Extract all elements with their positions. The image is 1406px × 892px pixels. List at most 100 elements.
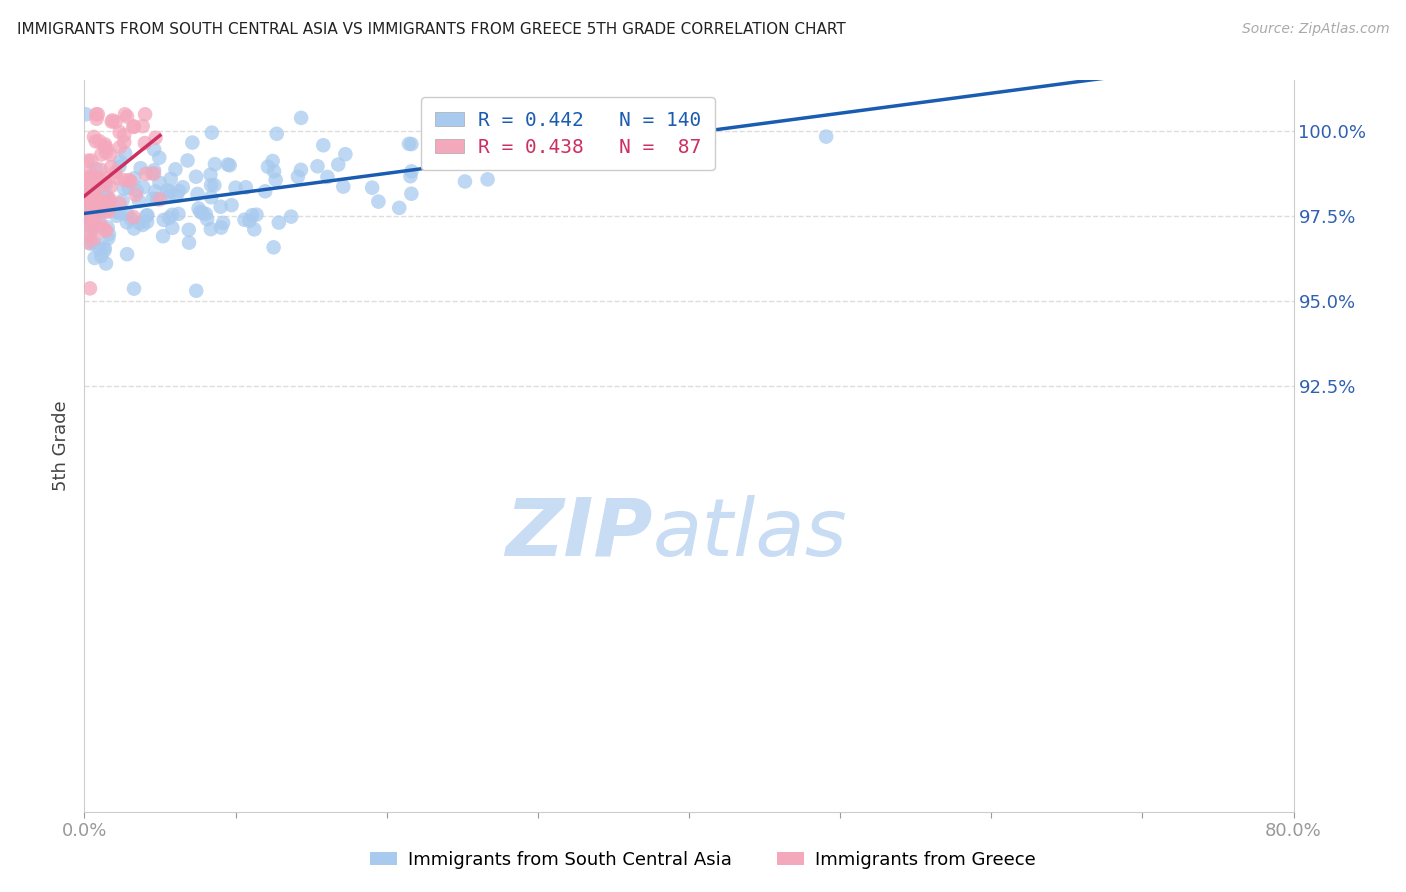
- Point: [136, 208, 159, 222]
- Point: [172, 180, 194, 194]
- Point: [152, 213, 174, 227]
- Point: [290, 162, 312, 177]
- Point: [76, 201, 98, 215]
- Point: [165, 162, 187, 177]
- Point: [367, 194, 389, 209]
- Point: [94, 178, 117, 193]
- Point: [177, 235, 200, 250]
- Point: [118, 173, 141, 187]
- Point: [105, 170, 128, 185]
- Point: [112, 173, 135, 187]
- Point: [86, 112, 108, 126]
- Point: [128, 216, 150, 230]
- Point: [83, 236, 105, 251]
- Point: [115, 247, 138, 261]
- Point: [112, 135, 135, 149]
- Point: [267, 216, 290, 230]
- Point: [83, 198, 105, 212]
- Point: [83, 186, 105, 201]
- Point: [316, 169, 339, 184]
- Point: [115, 110, 138, 124]
- Point: [209, 200, 232, 214]
- Point: [159, 172, 181, 186]
- Point: [399, 169, 422, 184]
- Point: [200, 168, 222, 182]
- Point: [114, 107, 136, 121]
- Point: [443, 130, 465, 145]
- Point: [89, 243, 111, 257]
- Point: [100, 114, 122, 128]
- Point: [167, 207, 190, 221]
- Point: [149, 193, 172, 207]
- Point: [195, 212, 218, 227]
- Point: [89, 212, 111, 227]
- Point: [104, 115, 127, 129]
- Point: [93, 241, 115, 255]
- Point: [307, 159, 329, 173]
- Point: [83, 210, 105, 224]
- Point: [111, 194, 134, 208]
- Point: [94, 137, 117, 152]
- Point: [104, 165, 127, 179]
- Point: [80, 236, 103, 251]
- Point: [204, 157, 226, 171]
- Point: [125, 184, 148, 198]
- Point: [115, 207, 138, 221]
- Point: [142, 192, 165, 206]
- Point: [96, 196, 118, 211]
- Point: [388, 201, 411, 215]
- Point: [225, 180, 247, 194]
- Point: [201, 126, 224, 140]
- Point: [79, 235, 101, 249]
- Point: [108, 206, 131, 220]
- Point: [200, 222, 222, 236]
- Point: [120, 212, 142, 227]
- Point: [82, 194, 104, 208]
- Point: [477, 172, 499, 186]
- Point: [454, 174, 477, 188]
- Point: [263, 164, 285, 178]
- Point: [84, 219, 107, 233]
- Point: [162, 220, 184, 235]
- Point: [156, 184, 179, 198]
- Point: [108, 140, 131, 154]
- Y-axis label: 5th Grade: 5th Grade: [52, 401, 70, 491]
- Point: [194, 207, 217, 221]
- Point: [122, 171, 145, 186]
- Point: [96, 204, 118, 219]
- Point: [105, 204, 128, 219]
- Point: [122, 221, 145, 235]
- Point: [361, 180, 384, 194]
- Point: [100, 160, 122, 174]
- Point: [93, 170, 115, 185]
- Point: [98, 193, 121, 207]
- Text: atlas: atlas: [652, 495, 848, 573]
- Point: [112, 128, 135, 143]
- Point: [141, 166, 163, 180]
- Point: [87, 172, 110, 186]
- Point: [82, 215, 104, 229]
- Point: [166, 188, 188, 202]
- Point: [243, 222, 266, 236]
- Point: [76, 178, 98, 192]
- Point: [135, 167, 157, 181]
- Legend: R = 0.442   N = 140, R = 0.438   N =  87: R = 0.442 N = 140, R = 0.438 N = 87: [422, 97, 714, 170]
- Point: [97, 220, 120, 235]
- Point: [73, 174, 96, 188]
- Point: [101, 113, 124, 128]
- Point: [143, 185, 166, 199]
- Point: [328, 157, 350, 171]
- Point: [200, 190, 222, 204]
- Point: [75, 217, 97, 231]
- Point: [148, 176, 170, 190]
- Point: [257, 160, 280, 174]
- Point: [90, 147, 112, 161]
- Point: [96, 189, 118, 203]
- Point: [697, 135, 720, 149]
- Point: [128, 194, 150, 209]
- Point: [240, 208, 263, 222]
- Point: [94, 256, 117, 270]
- Point: [73, 199, 96, 213]
- Point: [75, 178, 97, 193]
- Point: [97, 231, 120, 245]
